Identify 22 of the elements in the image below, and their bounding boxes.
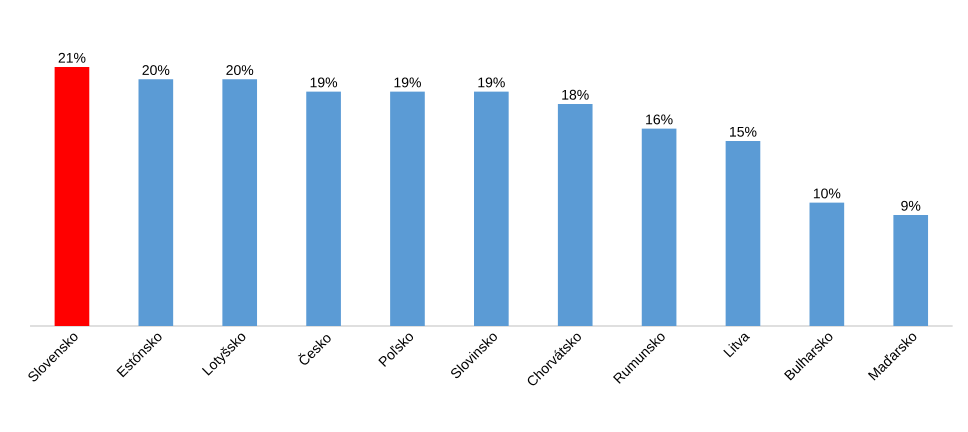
data-label: 19% [478, 77, 505, 88]
data-label: 15% [730, 126, 756, 137]
bar [726, 140, 760, 326]
data-label: 20% [142, 65, 170, 76]
data-label: 19% [394, 77, 421, 88]
bar [306, 92, 341, 326]
bar [222, 79, 258, 326]
data-label: 10% [814, 188, 840, 198]
bar [558, 104, 593, 326]
bar [642, 128, 676, 326]
data-label: 20% [226, 65, 254, 76]
bar [474, 92, 509, 326]
bar [810, 202, 844, 326]
bar [390, 92, 425, 326]
bar [893, 214, 928, 326]
data-label: 16% [646, 114, 673, 124]
data-label: 18% [562, 90, 589, 100]
data-label: 21% [58, 52, 86, 63]
data-label: 19% [310, 77, 338, 88]
data-label: 9% [901, 200, 920, 211]
bar [138, 79, 174, 326]
bar [54, 66, 90, 326]
